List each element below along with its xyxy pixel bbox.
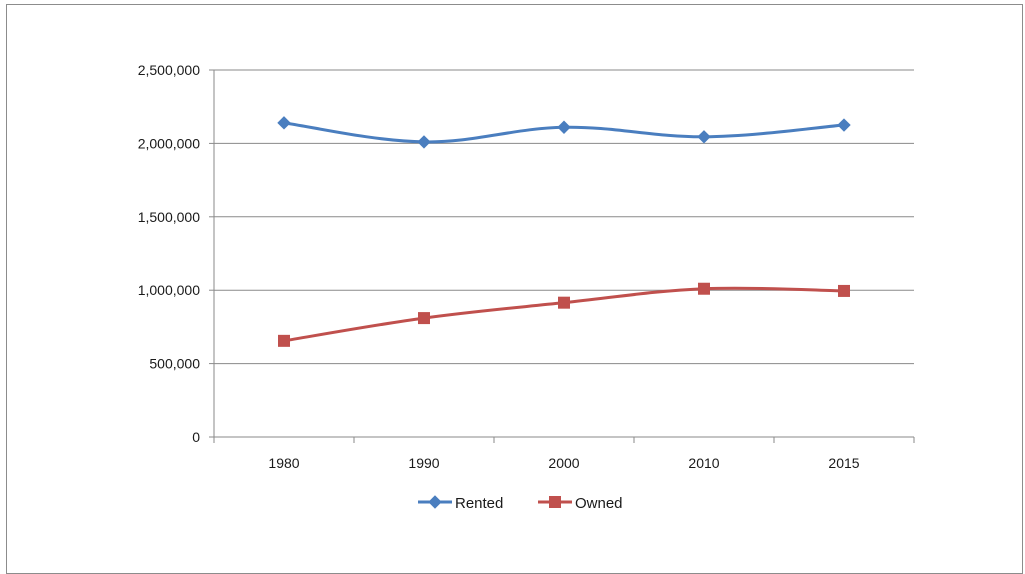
data-point-owned [558,296,570,309]
x-tick-label: 2000 [548,455,579,471]
legend-marker-rented [428,495,442,509]
data-point-rented [837,118,851,132]
y-tick-label: 2,500,000 [138,62,200,78]
data-point-rented [697,130,711,144]
y-tick-label: 1,500,000 [138,209,200,225]
gridlines [214,69,914,365]
y-tick-label: 2,000,000 [138,135,200,151]
legend-label-owned: Owned [575,495,623,512]
x-tick-label: 1980 [268,455,299,471]
data-point-rented [277,116,291,130]
data-point-owned [418,312,430,325]
chart-frame [6,4,1023,574]
data-point-owned [698,282,710,295]
x-tick-label: 2015 [828,455,859,471]
data-point-owned [838,284,850,297]
axes [209,69,915,443]
data-point-rented [557,120,571,134]
data-point-rented [417,135,431,149]
x-axis-labels: 1980 1990 2000 2010 2015 [268,455,859,471]
y-axis-labels: 0 500,000 1,000,000 1,500,000 2,000,000 2,500… [138,62,201,445]
legend: Rented Owned [418,495,623,512]
x-tick-label: 2010 [688,455,719,471]
series-markers [277,116,851,347]
legend-label-rented: Rented [455,495,503,512]
y-tick-label: 0 [192,429,200,445]
y-tick-label: 500,000 [149,356,200,372]
series-line-owned [283,286,845,343]
y-tick-label: 1,000,000 [138,282,200,298]
data-point-owned [278,334,290,347]
x-tick-label: 1990 [408,455,439,471]
legend-marker-owned [549,496,561,508]
